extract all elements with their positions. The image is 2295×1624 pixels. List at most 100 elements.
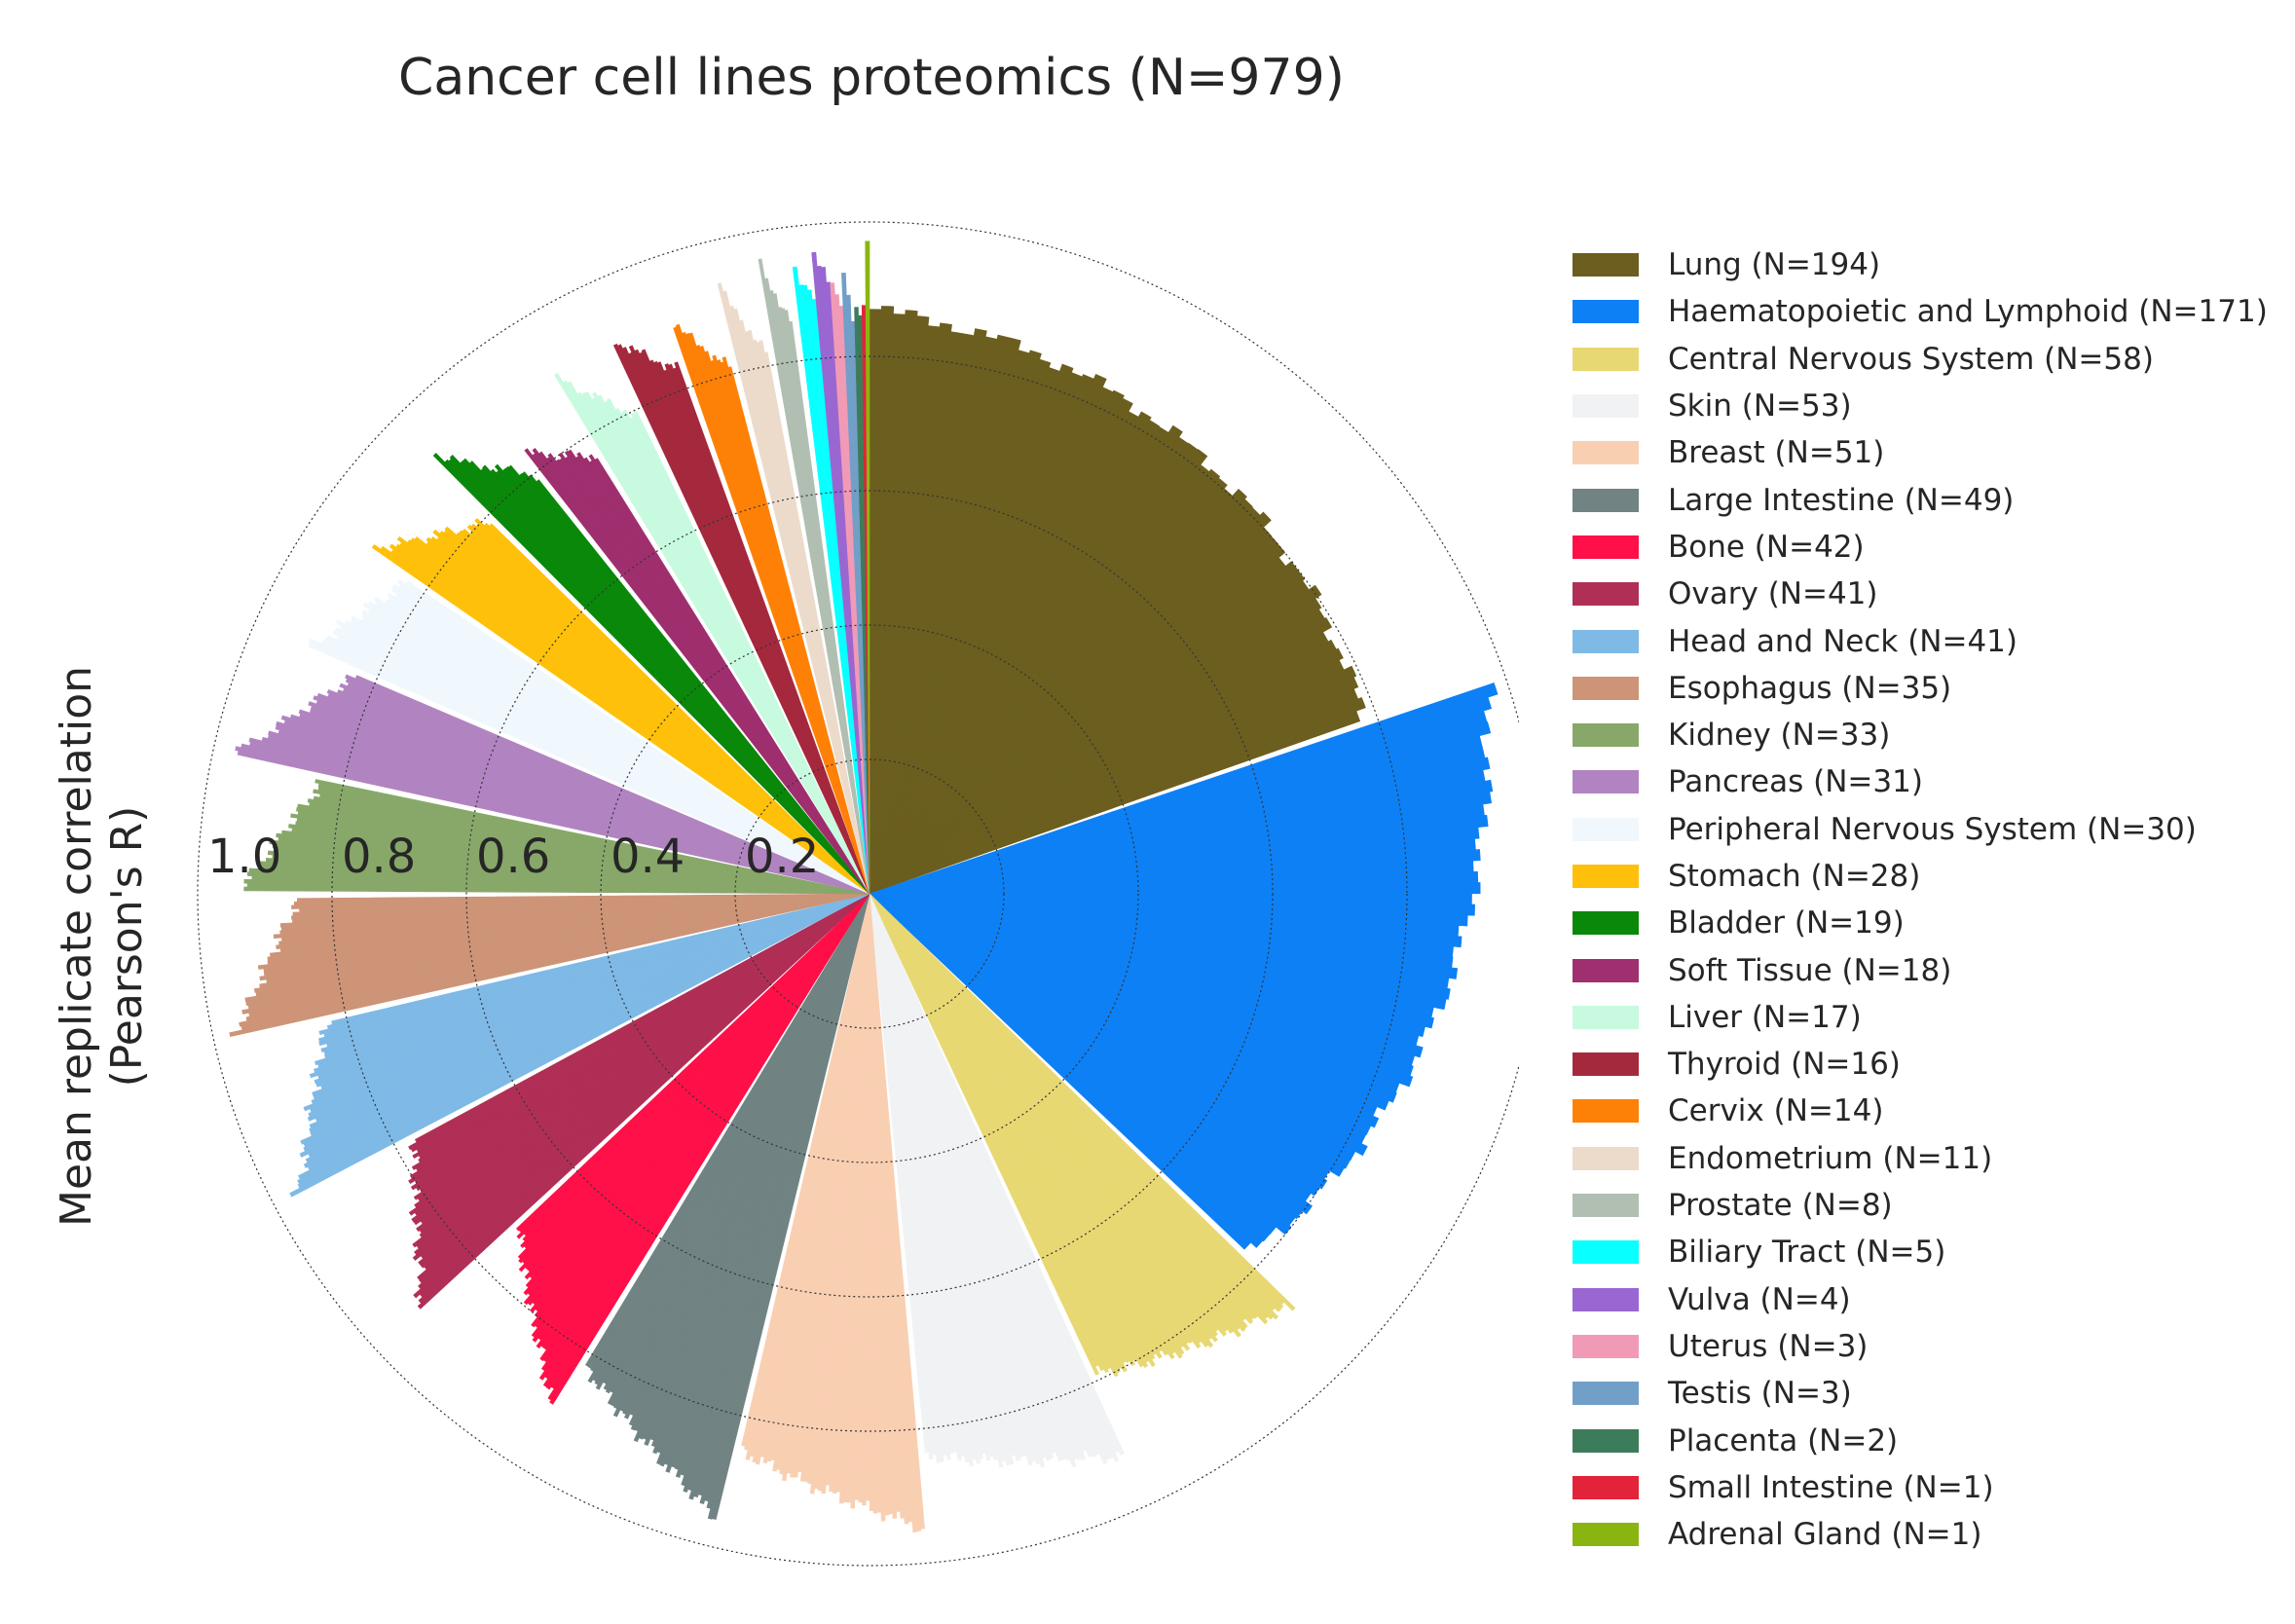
legend-swatch [1573, 1146, 1639, 1170]
r-tick-label: 1.0 [207, 830, 281, 884]
bar [717, 282, 870, 895]
bar [682, 331, 870, 895]
bar [869, 893, 1099, 1376]
bar [276, 893, 870, 949]
bar [806, 289, 870, 895]
bar [869, 893, 1119, 1378]
bar [279, 893, 870, 928]
bar [468, 461, 870, 895]
legend-label: Prostate (N=8) [1668, 1188, 1893, 1224]
bar [834, 294, 870, 895]
bar [517, 893, 870, 1260]
legend-swatch [1573, 582, 1639, 607]
bar [245, 893, 870, 1022]
bar [869, 893, 1077, 1468]
bar [241, 893, 870, 1015]
bar [519, 472, 870, 895]
bar [688, 332, 870, 895]
bar [462, 458, 870, 895]
legend-swatch [1573, 723, 1639, 748]
legend-label: Cervix (N=14) [1668, 1093, 1884, 1129]
bar [416, 893, 870, 1233]
bar [320, 893, 870, 1052]
bar [380, 545, 870, 895]
bar [869, 570, 1306, 895]
bar [869, 814, 1489, 895]
bar [869, 696, 1493, 895]
bar [408, 893, 870, 1216]
bar [869, 893, 1120, 1462]
bar [869, 893, 930, 1454]
r-tick-label: 0.6 [476, 830, 550, 884]
bar [712, 354, 870, 895]
bar [580, 391, 870, 895]
legend-label: Small Intestine (N=1) [1668, 1469, 1994, 1505]
sector-16 [554, 372, 870, 895]
bar [869, 893, 1194, 1344]
bar [792, 266, 870, 895]
bar [772, 293, 870, 895]
bar [309, 893, 870, 1129]
bar [312, 893, 870, 1096]
bar [313, 893, 870, 1074]
sector-2 [869, 893, 1296, 1378]
bar [532, 448, 870, 895]
bar [869, 893, 951, 1460]
grid-circle [331, 355, 1408, 1432]
bar [869, 893, 1021, 1461]
legend-swatch [1573, 629, 1639, 653]
bar [869, 893, 1356, 1162]
legend-swatch [1573, 770, 1639, 794]
bar [289, 893, 870, 1198]
bar [869, 893, 1011, 1466]
bar [318, 893, 870, 1036]
bar [816, 265, 870, 895]
legend-label: Testis (N=3) [1668, 1376, 1852, 1412]
sector-12 [308, 578, 870, 895]
bar [532, 893, 870, 1343]
legend-label: Placenta (N=2) [1668, 1422, 1899, 1458]
r-tick-label: 0.8 [342, 830, 416, 884]
bar [869, 893, 1246, 1333]
bar [869, 893, 1254, 1325]
sector-7 [408, 893, 870, 1310]
legend-item: Liver (N=17) [1573, 994, 2268, 1041]
bar [413, 893, 870, 1299]
legend-swatch [1573, 1052, 1639, 1077]
bar [528, 474, 870, 895]
bar [309, 893, 870, 1133]
bar [741, 893, 870, 1447]
sector-8 [289, 893, 870, 1198]
bar [612, 343, 870, 895]
legend-item: Central Nervous System (N=58) [1573, 336, 2268, 383]
bar [410, 537, 870, 895]
bar [869, 893, 991, 1461]
bar [869, 397, 1133, 895]
bar [869, 511, 1272, 895]
legend-swatch [1573, 1334, 1639, 1358]
bar [293, 893, 870, 906]
bar [303, 893, 870, 1152]
bar [419, 893, 870, 1238]
bar [523, 893, 870, 1296]
bar [326, 893, 870, 1030]
bar [482, 464, 870, 895]
bar [869, 677, 1359, 895]
bar [802, 284, 870, 895]
bar [414, 893, 870, 1208]
bar [291, 893, 870, 920]
bar [414, 893, 870, 1143]
bar [538, 451, 870, 895]
bar [418, 893, 870, 1163]
bar [739, 319, 870, 895]
bar [781, 308, 870, 895]
bar [854, 307, 870, 895]
bar [406, 539, 870, 895]
legend-item: Peripheral Nervous System (N=30) [1573, 806, 2268, 853]
sector-0 [869, 306, 1366, 895]
legend-label: Stomach (N=28) [1668, 859, 1921, 894]
bar [869, 893, 1274, 1320]
legend-label: Large Intestine (N=49) [1668, 482, 2015, 518]
legend-label: Kidney (N=33) [1668, 718, 1891, 754]
bar [536, 893, 870, 1349]
